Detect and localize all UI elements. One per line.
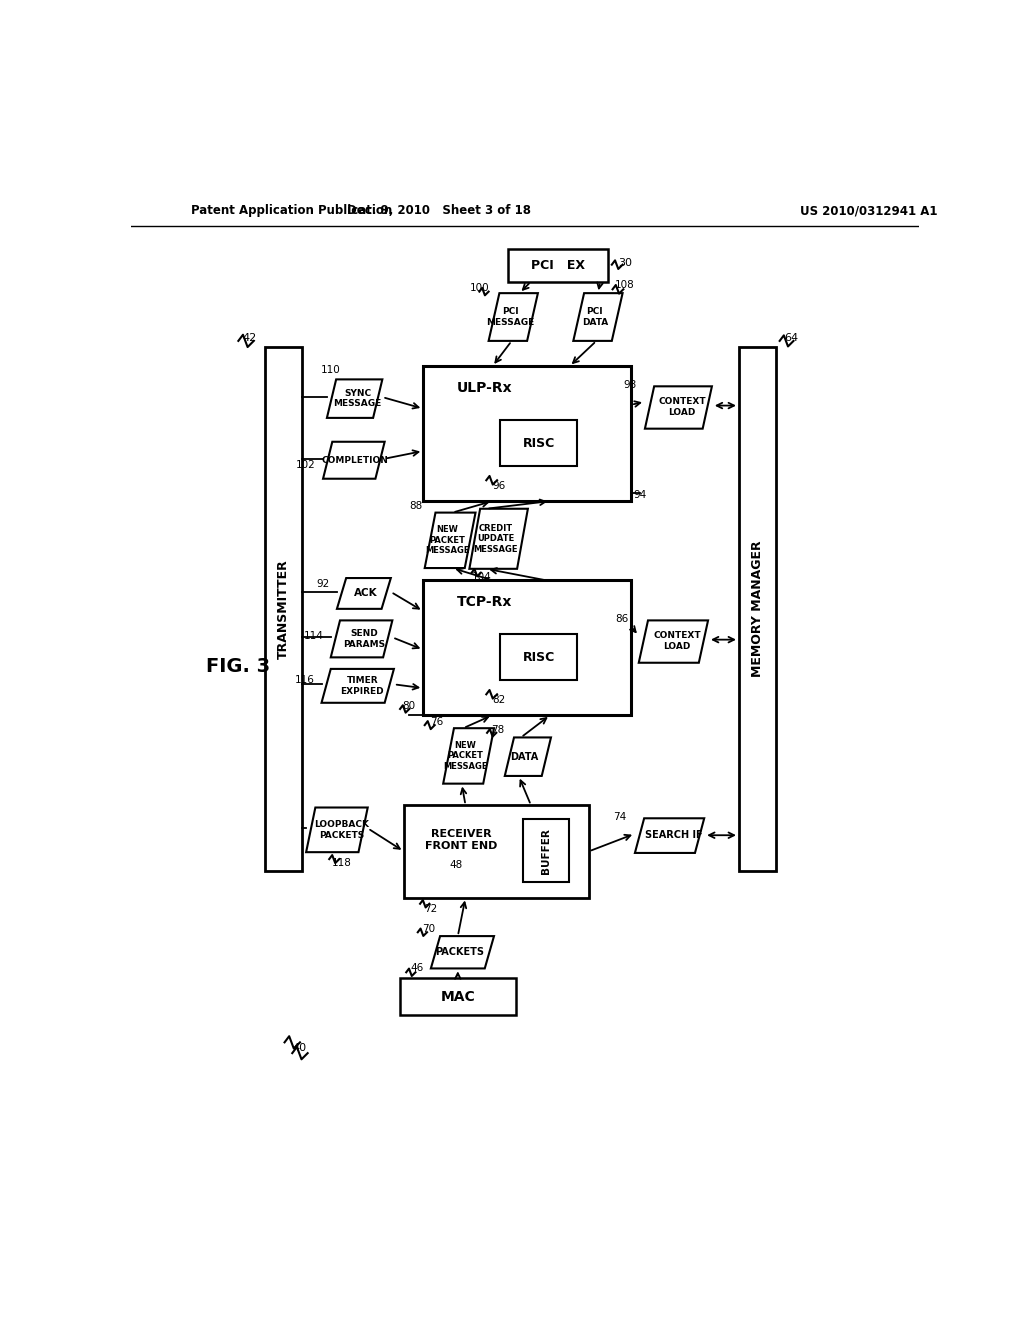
Text: 80: 80	[402, 701, 416, 711]
Text: 42: 42	[243, 333, 257, 343]
Text: NEW
PACKET
MESSAGE: NEW PACKET MESSAGE	[425, 525, 469, 556]
Bar	[523, 818, 569, 882]
Polygon shape	[488, 293, 538, 341]
Text: 72: 72	[424, 904, 437, 915]
Text: US 2010/0312941 A1: US 2010/0312941 A1	[801, 205, 938, 218]
Text: 30: 30	[617, 259, 632, 268]
Text: PCI
MESSAGE: PCI MESSAGE	[486, 308, 535, 327]
Text: 48: 48	[450, 861, 463, 870]
Text: CREDIT
UPDATE
MESSAGE: CREDIT UPDATE MESSAGE	[473, 524, 518, 553]
Bar	[739, 347, 776, 871]
Text: 40: 40	[293, 1043, 307, 1053]
Text: ACK: ACK	[354, 589, 378, 598]
Text: MEMORY MANAGER: MEMORY MANAGER	[751, 540, 764, 677]
Polygon shape	[639, 620, 708, 663]
Text: 102: 102	[296, 459, 316, 470]
Bar	[500, 635, 578, 681]
Polygon shape	[645, 387, 712, 429]
Bar	[508, 249, 608, 281]
Text: 64: 64	[784, 333, 799, 343]
Text: SEND
PARAMS: SEND PARAMS	[344, 630, 386, 648]
Text: PCI   EX: PCI EX	[530, 259, 585, 272]
Text: CONTEXT
LOAD: CONTEXT LOAD	[658, 397, 706, 417]
Text: 94: 94	[634, 490, 647, 500]
Text: 116: 116	[295, 675, 314, 685]
Text: RECEIVER
FRONT END: RECEIVER FRONT END	[426, 829, 498, 850]
Text: TIMER
EXPIRED: TIMER EXPIRED	[341, 676, 384, 696]
Text: DATA: DATA	[510, 751, 539, 762]
Text: SYNC
MESSAGE: SYNC MESSAGE	[334, 389, 382, 408]
Text: 46: 46	[411, 964, 424, 973]
Polygon shape	[573, 293, 623, 341]
Bar	[500, 420, 578, 466]
Text: 104: 104	[472, 572, 492, 582]
Text: CONTEXT
LOAD: CONTEXT LOAD	[653, 631, 701, 651]
Polygon shape	[331, 620, 392, 657]
Bar	[403, 805, 589, 898]
Text: 114: 114	[304, 631, 324, 640]
Text: FIG. 3: FIG. 3	[206, 657, 270, 676]
Text: 118: 118	[332, 858, 351, 869]
Text: TRANSMITTER: TRANSMITTER	[278, 558, 290, 659]
Text: NEW
PACKET
MESSAGE: NEW PACKET MESSAGE	[443, 741, 487, 771]
Text: 74: 74	[613, 812, 626, 822]
Polygon shape	[306, 808, 368, 853]
Polygon shape	[431, 936, 494, 969]
Bar	[423, 581, 631, 715]
Text: 100: 100	[470, 282, 489, 293]
Bar	[400, 978, 515, 1015]
Text: Dec. 9, 2010   Sheet 3 of 18: Dec. 9, 2010 Sheet 3 of 18	[346, 205, 530, 218]
Text: 110: 110	[321, 366, 341, 375]
Text: 82: 82	[492, 694, 505, 705]
Text: 98: 98	[623, 380, 636, 389]
Text: LOOPBACK
PACKETS: LOOPBACK PACKETS	[314, 820, 369, 840]
Text: ULP-Rx: ULP-Rx	[457, 381, 513, 395]
Bar	[423, 367, 631, 502]
Text: 96: 96	[492, 480, 505, 491]
Text: RISC: RISC	[522, 437, 555, 450]
Polygon shape	[443, 729, 494, 784]
Text: 86: 86	[615, 614, 629, 624]
Polygon shape	[337, 578, 391, 609]
Text: 92: 92	[316, 579, 330, 589]
Text: 70: 70	[422, 924, 435, 935]
Polygon shape	[505, 738, 551, 776]
Text: PCI
DATA: PCI DATA	[582, 308, 608, 327]
Text: COMPLETION: COMPLETION	[322, 455, 389, 465]
Text: 108: 108	[615, 280, 635, 290]
Text: 78: 78	[492, 725, 505, 735]
Polygon shape	[469, 508, 528, 569]
Text: RISC: RISC	[522, 651, 555, 664]
Text: TCP-Rx: TCP-Rx	[457, 595, 512, 609]
Text: 88: 88	[409, 502, 422, 511]
Polygon shape	[635, 818, 705, 853]
Polygon shape	[322, 669, 394, 702]
Text: 76: 76	[430, 717, 442, 727]
Polygon shape	[323, 442, 385, 479]
Polygon shape	[327, 379, 382, 418]
Text: Patent Application Publication: Patent Application Publication	[190, 205, 392, 218]
Text: PACKETS: PACKETS	[435, 948, 484, 957]
Bar	[265, 347, 302, 871]
Text: MAC: MAC	[440, 990, 475, 1005]
Polygon shape	[425, 512, 475, 568]
Text: BUFFER: BUFFER	[542, 828, 551, 874]
Text: SEARCH IF: SEARCH IF	[645, 830, 703, 841]
